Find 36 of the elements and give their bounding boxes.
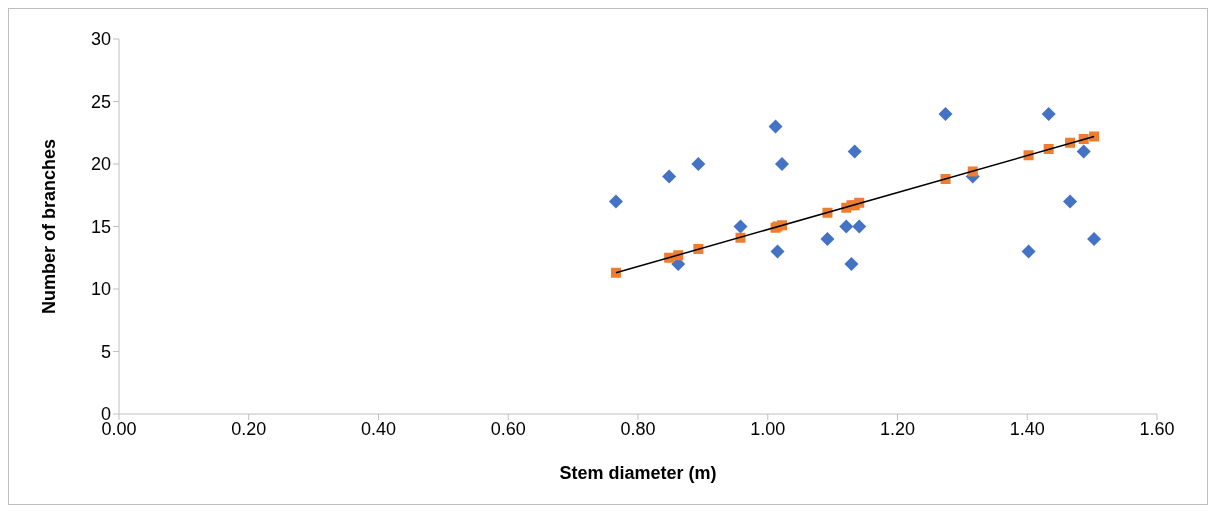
- point: [1076, 144, 1091, 159]
- point: [1087, 232, 1102, 246]
- point: [938, 107, 953, 121]
- x-tick-label: 1.20: [879, 418, 916, 439]
- point: [770, 244, 785, 259]
- point: [608, 194, 623, 209]
- x-tick-label: 1.40: [1009, 418, 1045, 439]
- point: [847, 144, 862, 159]
- point: [610, 267, 621, 278]
- point: [1089, 131, 1100, 142]
- x-tick-label: 0.80: [620, 418, 656, 439]
- point: [768, 119, 783, 134]
- point: [820, 232, 835, 246]
- point: [1063, 194, 1078, 209]
- x-tick-label: 0.20: [231, 418, 267, 439]
- point: [844, 257, 859, 271]
- x-tick-label: 0.60: [490, 418, 526, 439]
- point: [1021, 244, 1036, 259]
- point: [691, 157, 706, 171]
- y-axis-title: Number of branches: [39, 138, 60, 315]
- y-tick-label: 15: [90, 216, 111, 237]
- y-tick-label: 20: [90, 154, 111, 175]
- y-tick-label: 30: [90, 29, 111, 50]
- point: [775, 157, 790, 171]
- point: [852, 219, 867, 234]
- y-tick-label: 25: [90, 91, 111, 112]
- x-tick-label: 1.00: [750, 418, 786, 439]
- point: [733, 219, 748, 234]
- y-tick-label: 10: [90, 279, 111, 300]
- point: [839, 219, 854, 234]
- point: [1041, 107, 1056, 121]
- x-tick-label: 0.40: [360, 418, 397, 439]
- x-tick-label: 1.60: [1139, 418, 1175, 439]
- y-tick-label: 5: [100, 341, 111, 362]
- point: [662, 169, 677, 184]
- x-axis-title: Stem diameter (m): [559, 463, 717, 483]
